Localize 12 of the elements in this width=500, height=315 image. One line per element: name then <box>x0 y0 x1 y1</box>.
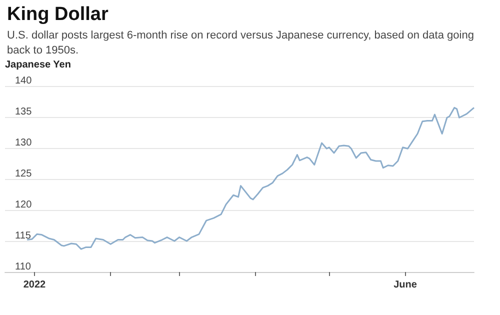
y-tick-label: 140 <box>15 76 32 86</box>
x-tick-label: June <box>394 280 418 290</box>
chart-subtitle: U.S. dollar posts largest 6-month rise on record versus Japanese currency, based on data going back to 1950s. <box>7 30 477 56</box>
y-tick-label: 130 <box>15 138 32 148</box>
y-tick-label: 135 <box>15 106 32 118</box>
y-tick-label: 110 <box>15 262 32 272</box>
y-tick-label: 125 <box>15 168 32 180</box>
y-tick-label: 115 <box>15 230 32 242</box>
y-axis-title: Japanese Yen <box>5 60 71 70</box>
y-tick-label: 120 <box>15 200 32 210</box>
x-tick-label: 2022 <box>23 280 46 290</box>
chart-title: King Dollar <box>7 4 109 25</box>
